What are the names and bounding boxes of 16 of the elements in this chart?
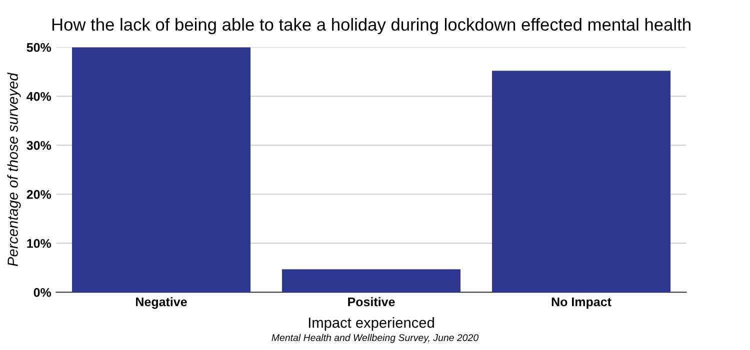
x-tick-label: Negative bbox=[136, 297, 187, 309]
chart-title: How the lack of being able to take a holiday during lockdown effected mental health bbox=[52, 18, 690, 34]
x-tick-label: Positive bbox=[348, 297, 395, 306]
y-axis-title: Percentage of those surveyed bbox=[7, 72, 21, 266]
y-tick-label: 40% bbox=[26, 92, 52, 101]
y-tick-label: 30% bbox=[26, 141, 52, 150]
bar bbox=[72, 47, 250, 292]
text: Mental Health and Wellbeing Survey, June 2020 bbox=[272, 334, 479, 343]
y-tick-label: 20% bbox=[26, 190, 52, 199]
bar bbox=[282, 269, 460, 292]
bar bbox=[492, 70, 670, 292]
x-tick-label: No Impact bbox=[552, 298, 612, 309]
y-tick-label: 50% bbox=[26, 43, 52, 52]
x-axis-title: Impact experienced bbox=[308, 317, 434, 331]
y-tick-label: 10% bbox=[27, 239, 52, 248]
y-tick-label: 0% bbox=[34, 288, 52, 297]
